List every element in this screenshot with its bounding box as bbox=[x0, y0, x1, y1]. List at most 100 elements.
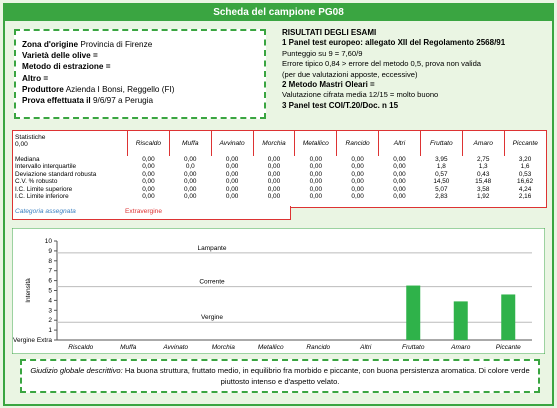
cell: 1,6 bbox=[520, 163, 530, 171]
column-header: Metallico bbox=[294, 131, 337, 156]
info-line: Altro = bbox=[22, 73, 258, 84]
table-row: I.C. Limite inferiore 0,00 0,00 0,00 0,00 0,0… bbox=[13, 193, 546, 200]
column-header: Muffa bbox=[168, 131, 212, 156]
cell: 0,00 bbox=[225, 193, 239, 201]
cell: 0,00 bbox=[184, 185, 197, 193]
cell: 14,50 bbox=[433, 178, 450, 186]
info-value: Azienda I Bonsi, Reggello (FI) bbox=[65, 84, 175, 94]
x-tick-label: Avvinato bbox=[162, 344, 188, 351]
cell: 0,00 bbox=[309, 185, 323, 193]
cell: 2,83 bbox=[435, 193, 448, 201]
cell: 0,00 bbox=[309, 193, 323, 201]
zone-label: Lampante bbox=[198, 245, 227, 252]
cell: 0,00 bbox=[225, 163, 239, 171]
title: Scheda del campione PG08 bbox=[5, 5, 552, 21]
y-tick-label: 3 bbox=[48, 307, 52, 314]
table-row: C.V. % robusto 0,00 0,00 0,00 0,00 0,00 0,00 0,… bbox=[13, 178, 546, 185]
cell: 0,00 bbox=[351, 185, 364, 193]
cell: 3,20 bbox=[518, 156, 532, 163]
row-label: Intervallo interquartile bbox=[15, 163, 77, 171]
table-row: Deviazione standard robusta 0,00 0,00 0,00 0… bbox=[13, 171, 546, 178]
header-row: Statistiche 0,00 Riscaldo Muffa Avvinato Morc… bbox=[13, 131, 546, 156]
category-row: Categoria assegnata Extravergine bbox=[12, 206, 291, 220]
row-label: Deviazione standard robusta bbox=[15, 170, 97, 178]
column-header: Amaro bbox=[461, 131, 505, 156]
y-tick-label: 1 bbox=[48, 327, 52, 334]
stats-box: Statistiche 0,00 Riscaldo Muffa Avvinato Morc… bbox=[12, 130, 547, 208]
cell: 0,00 bbox=[142, 163, 155, 171]
cell: 0,00 bbox=[184, 156, 197, 163]
cell: 0,00 bbox=[351, 163, 364, 171]
cell: 0,00 bbox=[309, 178, 323, 186]
cell: 3,58 bbox=[476, 185, 490, 193]
cell: 0,00 bbox=[184, 170, 197, 178]
cell: 0,00 bbox=[267, 163, 281, 171]
frame bbox=[3, 3, 554, 406]
cell: 0,00 bbox=[267, 178, 281, 186]
cell: 0,00 bbox=[142, 178, 155, 186]
cell: 0,00 bbox=[393, 163, 406, 171]
table-row: Intervallo interquartile 0,00 0,0 0,00 0,00 0… bbox=[13, 163, 546, 170]
cell: 0,00 bbox=[393, 156, 406, 163]
result-line: (per due valutazioni apposte, eccessive) bbox=[282, 69, 418, 79]
result-line: Valutazione cifrata media 12/15 = molto … bbox=[282, 90, 439, 100]
row-label: Mediana bbox=[15, 156, 40, 163]
y-tick-label: 5 bbox=[48, 288, 52, 295]
x-tick-label: Muffa bbox=[120, 344, 137, 351]
cell: 0,57 bbox=[435, 170, 448, 178]
footer-text: Ha buona struttura, fruttato medio, in e… bbox=[124, 366, 530, 386]
column-header: Fruttato bbox=[419, 131, 463, 156]
cell: 0,00 bbox=[267, 193, 281, 201]
corner-text: 0,00 bbox=[15, 141, 28, 148]
info-line: Metodo di estrazione = bbox=[22, 61, 258, 72]
cell: 0,00 bbox=[267, 170, 281, 178]
bar bbox=[406, 285, 421, 340]
cell: 0,00 bbox=[393, 193, 406, 201]
column-header: Altri bbox=[378, 131, 421, 156]
results-title: RISULTATI DEGLI ESAMI bbox=[282, 28, 377, 37]
cell: 0,00 bbox=[142, 185, 155, 193]
cell: 0,00 bbox=[267, 185, 281, 193]
cell: 0,00 bbox=[309, 170, 323, 178]
result-heading: 1 Panel test europeo: allegato XII del R… bbox=[282, 38, 506, 48]
zone-label: Vergine bbox=[201, 314, 223, 321]
cell: 0,00 bbox=[309, 156, 323, 163]
footer: Giudizio globale descrittivo: Ha buona s… bbox=[20, 359, 540, 393]
cell: 15,48 bbox=[475, 178, 492, 186]
cell: 1,8 bbox=[436, 163, 446, 171]
cell: 0,0 bbox=[185, 163, 195, 171]
footer-label: Giudizio globale descrittivo: bbox=[30, 366, 123, 375]
corner-text: Statistiche bbox=[15, 134, 46, 141]
cell: 0,43 bbox=[476, 170, 490, 178]
y-tick-label: Vergine Extra bbox=[13, 337, 52, 344]
y-tick-label: 6 bbox=[48, 278, 52, 285]
bar bbox=[453, 301, 468, 340]
x-tick-label: Riscaldo bbox=[68, 344, 93, 351]
category-label: Categoria assegnata bbox=[15, 208, 76, 215]
cell: 0,00 bbox=[225, 156, 239, 163]
x-tick-label: Altri bbox=[359, 344, 372, 351]
column-header: Avvinato bbox=[210, 131, 254, 156]
row-label: I.C. Limite superiore bbox=[15, 185, 73, 193]
cell: 2,75 bbox=[476, 156, 490, 163]
column-header: Piccante bbox=[503, 131, 546, 156]
result-heading: 2 Metodo Mastri Oleari = bbox=[282, 80, 375, 90]
zone-label: Corrente bbox=[199, 279, 225, 286]
cell: 0,00 bbox=[267, 156, 281, 163]
cell: 1,92 bbox=[476, 193, 490, 201]
result-heading: 3 Panel test COI/T.20/Doc. n 15 bbox=[282, 100, 399, 110]
info-label: Produttore bbox=[22, 84, 64, 94]
table-row: I.C. Limite superiore 0,00 0,00 0,00 0,00 0,0… bbox=[13, 186, 546, 193]
info-label: Altro = bbox=[22, 73, 49, 83]
result-line: Punteggio su 9 = 7,60/9 bbox=[282, 48, 363, 58]
cell: 0,00 bbox=[351, 193, 364, 201]
cell: 0,00 bbox=[142, 156, 155, 163]
info-line: Prova effettuata il 9/6/97 a Perugia bbox=[22, 95, 258, 106]
cell: 4,24 bbox=[518, 185, 532, 193]
info-label: Metodo di estrazione = bbox=[22, 62, 111, 72]
cell: 0,00 bbox=[225, 178, 239, 186]
y-tick-label: 8 bbox=[48, 258, 52, 265]
cell: 0,00 bbox=[351, 170, 364, 178]
info-line: Produttore Azienda I Bonsi, Reggello (FI… bbox=[22, 84, 258, 95]
